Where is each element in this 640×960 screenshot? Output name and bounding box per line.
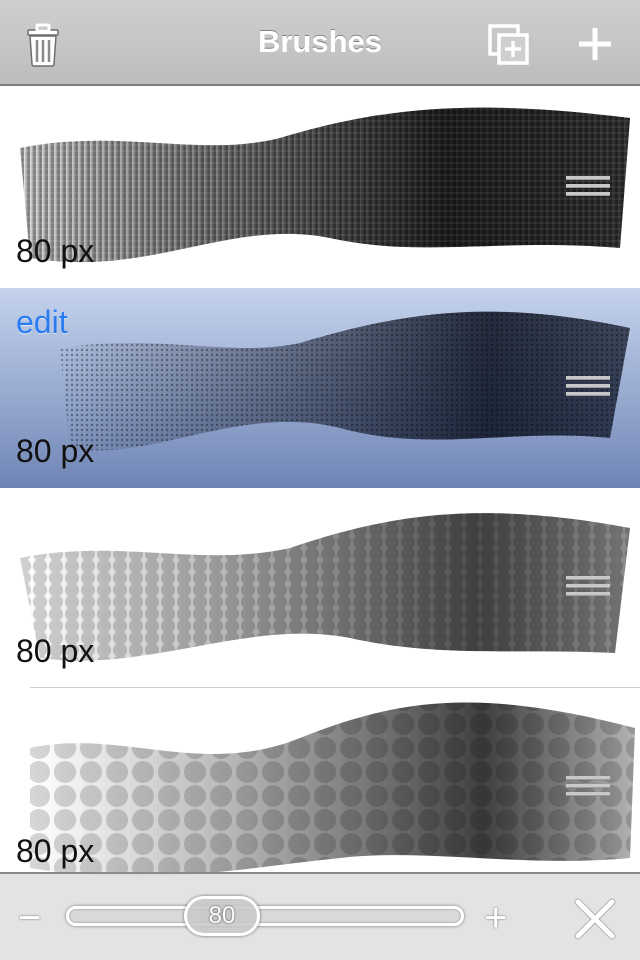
close-icon (574, 898, 616, 940)
reorder-handle[interactable] (566, 176, 610, 196)
duplicate-icon (488, 24, 529, 65)
delete-button[interactable] (16, 18, 70, 72)
brush-row[interactable]: 80 px (0, 488, 640, 688)
reorder-handle[interactable] (566, 376, 610, 396)
toolbar: Brushes (0, 0, 640, 86)
size-slider-thumb[interactable]: 80 (184, 896, 260, 936)
brush-row-selected[interactable]: edit 80 px (0, 288, 640, 488)
page-title: Brushes (257, 24, 383, 59)
trash-icon (27, 23, 59, 67)
reorder-handle[interactable] (566, 576, 610, 596)
edit-button[interactable]: edit (16, 304, 68, 340)
brush-row[interactable]: 80 px (0, 88, 640, 288)
reorder-handle[interactable] (566, 776, 610, 796)
brush-size-label: 80 px (16, 433, 95, 469)
divider (30, 687, 640, 688)
decrease-size-button[interactable]: − (18, 896, 42, 940)
duplicate-button[interactable] (482, 18, 536, 72)
increase-size-button[interactable]: + (484, 896, 508, 940)
brush-preview (20, 107, 630, 263)
brush-row[interactable]: 80 px (0, 688, 640, 888)
brush-size-label: 80 px (16, 833, 95, 869)
plus-icon (579, 28, 611, 60)
size-toolbar: − 80 + (0, 872, 640, 960)
brush-preview (20, 513, 630, 661)
size-slider[interactable] (66, 906, 464, 926)
add-brush-button[interactable] (568, 18, 622, 72)
brush-size-label: 80 px (16, 233, 95, 269)
close-button[interactable] (574, 898, 616, 940)
brush-preview (30, 702, 635, 877)
brush-preview (60, 311, 630, 451)
brush-size-label: 80 px (16, 633, 95, 669)
